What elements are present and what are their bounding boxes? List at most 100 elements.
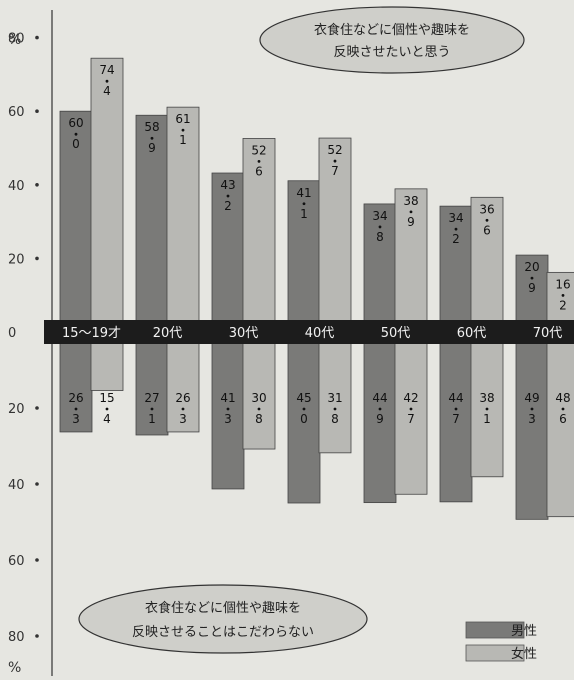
- data-label-decimal-dot: [378, 407, 382, 411]
- data-labels: 6002637441545892716112634324135263084114…: [68, 63, 570, 426]
- data-label-decimal: 7: [452, 412, 460, 426]
- data-label-decimal-dot: [302, 202, 306, 206]
- legend-label-female: 女性: [511, 646, 537, 662]
- data-label-integer: 58: [144, 120, 159, 134]
- bar-male-lower: [515, 331, 549, 520]
- data-label-integer: 38: [403, 194, 418, 208]
- data-label-decimal: 8: [376, 230, 384, 244]
- y-tick-label: 40: [8, 179, 25, 194]
- annotation-bottom-line-2: 反映させることはこだわらない: [132, 625, 314, 640]
- legend-label-male: 男性: [511, 624, 537, 639]
- data-label-decimal-dot: [226, 194, 230, 198]
- data-label-integer: 30: [251, 391, 266, 405]
- data-label-decimal-dot: [485, 218, 489, 222]
- category-label: 30代: [229, 326, 259, 341]
- data-label-integer: 20: [524, 260, 539, 274]
- age-band: [44, 320, 574, 344]
- y-ticks: 80 60 40 20 0 20 40 60 80: [8, 32, 39, 645]
- bar-male-upper: [59, 110, 93, 333]
- data-label-decimal-dot: [333, 159, 337, 163]
- data-label-integer: 26: [175, 391, 190, 405]
- bar-female-upper: [470, 196, 504, 333]
- data-label-decimal-dot: [150, 136, 154, 140]
- bar-female-upper: [90, 57, 124, 333]
- data-label-decimal: 8: [255, 412, 263, 426]
- data-label-integer: 38: [479, 391, 494, 405]
- data-label-decimal: 1: [179, 133, 187, 147]
- data-label-integer: 41: [296, 186, 311, 200]
- bar-female-lower: [166, 331, 200, 433]
- data-label-integer: 15: [99, 391, 114, 405]
- data-label-decimal: 9: [528, 281, 536, 295]
- data-label-decimal: 3: [224, 412, 232, 426]
- y-tick-dot: [35, 183, 39, 187]
- data-label-integer: 52: [327, 143, 342, 157]
- data-label-integer: 44: [448, 391, 463, 405]
- legend-swatch-male: [465, 621, 525, 639]
- y-unit-label-top: %: [8, 32, 21, 48]
- annotation-bottom-bubble: [78, 584, 368, 654]
- data-label-decimal-dot: [105, 79, 109, 83]
- data-label-decimal: 2: [452, 232, 460, 246]
- data-label-decimal: 6: [483, 223, 491, 237]
- category-label: 60代: [457, 326, 487, 341]
- bar-male-lower: [439, 331, 473, 503]
- data-label-decimal: 4: [103, 412, 111, 426]
- data-label-decimal-dot: [561, 293, 565, 297]
- bar-female-lower: [546, 331, 574, 518]
- bar-male-upper: [135, 114, 169, 333]
- data-label-integer: 16: [555, 277, 570, 291]
- data-label-decimal: 1: [300, 207, 308, 221]
- data-label-integer: 45: [296, 391, 311, 405]
- y-tick-label: 80: [8, 630, 25, 645]
- data-label-integer: 74: [99, 63, 114, 77]
- data-label-decimal-dot: [561, 407, 565, 411]
- bar-female-upper: [166, 106, 200, 333]
- data-label-decimal-dot: [485, 407, 489, 411]
- annotation-top: 衣食住などに個性や趣味を 反映させたいと思う: [259, 6, 525, 74]
- bar-male-upper: [287, 180, 321, 333]
- data-label-integer: 49: [524, 391, 539, 405]
- y-tick-dot: [35, 558, 39, 562]
- data-label-decimal-dot: [105, 407, 109, 411]
- y-tick-label: 80: [8, 32, 25, 47]
- bar-female-upper: [318, 137, 352, 333]
- bar-female-lower: [470, 331, 504, 478]
- data-label-decimal: 2: [559, 298, 567, 312]
- data-label-decimal-dot: [333, 407, 337, 411]
- data-label-decimal-dot: [409, 407, 413, 411]
- legend-swatch-female: [465, 644, 525, 662]
- bar-female-lower: [318, 331, 352, 454]
- y-tick-dot: [35, 256, 39, 261]
- data-label-integer: 44: [372, 391, 387, 405]
- annotation-bottom-line-1: 衣食住などに個性や趣味を: [145, 600, 301, 616]
- y-tick-dot: [35, 35, 39, 40]
- category-labels: 15～19才 20代 30代 40代 50代 60代 70代: [62, 326, 562, 341]
- data-label-decimal: 9: [376, 412, 384, 426]
- bar-male-lower: [287, 331, 321, 504]
- y-tick-label: 60: [8, 105, 25, 120]
- data-label-decimal: 9: [407, 215, 415, 229]
- data-label-decimal: 9: [148, 141, 156, 155]
- data-label-decimal: 0: [300, 412, 308, 426]
- legend: 男性 女性: [465, 621, 537, 662]
- y-tick-dot: [35, 482, 39, 486]
- annotation-bottom: 衣食住などに個性や趣味を 反映させることはこだわらない: [78, 584, 368, 654]
- data-label-decimal: 1: [483, 412, 491, 426]
- data-label-integer: 34: [448, 211, 463, 225]
- bars: [59, 57, 574, 520]
- data-label-decimal: 2: [224, 199, 232, 213]
- data-label-decimal: 7: [407, 412, 415, 426]
- data-label-integer: 61: [175, 112, 190, 126]
- data-label-decimal: 3: [528, 412, 536, 426]
- data-label-decimal-dot: [378, 225, 382, 229]
- bar-male-lower: [211, 331, 245, 490]
- data-label-integer: 26: [68, 391, 83, 405]
- data-label-decimal: 0: [72, 137, 80, 151]
- data-label-integer: 43: [220, 178, 235, 192]
- data-label-decimal: 3: [179, 412, 187, 426]
- bar-male-lower: [363, 331, 397, 504]
- y-tick-dot: [35, 109, 39, 113]
